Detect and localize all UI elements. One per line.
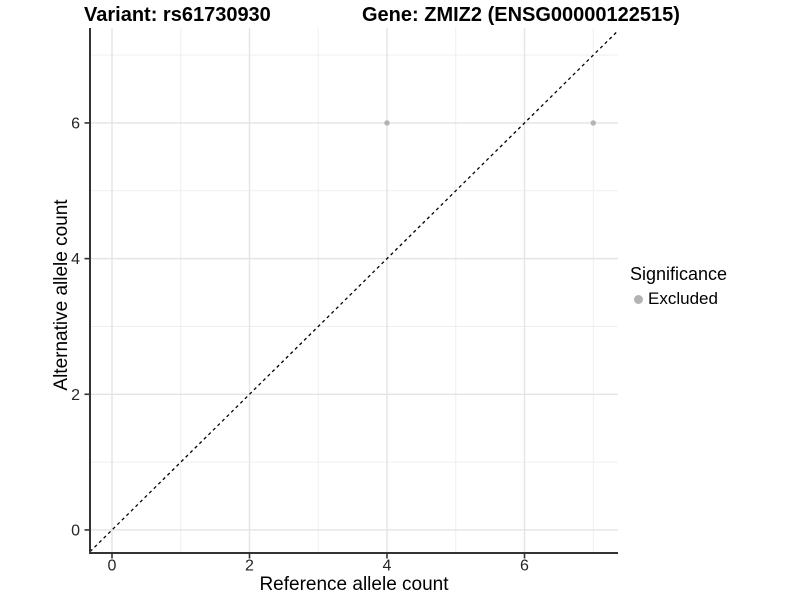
legend: Significance Excluded xyxy=(630,264,727,309)
identity-line xyxy=(89,30,619,553)
legend-entry: Excluded xyxy=(630,289,727,309)
x-tick-label: 4 xyxy=(383,558,392,575)
title-variant: Variant: rs61730930 xyxy=(84,4,271,26)
x-tick-label: 0 xyxy=(108,558,117,575)
y-tick-label: 4 xyxy=(71,251,80,268)
legend-point-icon xyxy=(634,294,643,304)
y-tick-label: 0 xyxy=(71,522,80,539)
y-tick-label: 2 xyxy=(71,387,80,404)
data-point xyxy=(384,120,390,126)
x-tick-label: 6 xyxy=(520,558,529,575)
y-axis-title: Alternative allele count xyxy=(51,199,72,391)
legend-title: Significance xyxy=(630,264,728,284)
x-tick-label: 2 xyxy=(245,558,254,575)
x-axis-title: Reference allele count xyxy=(259,574,449,595)
legend-entry-label: Excluded xyxy=(648,289,718,308)
data-point xyxy=(590,120,596,126)
y-tick-label: 6 xyxy=(71,115,80,132)
title-gene: Gene: ZMIZ2 (ENSG00000122515) xyxy=(362,4,680,26)
